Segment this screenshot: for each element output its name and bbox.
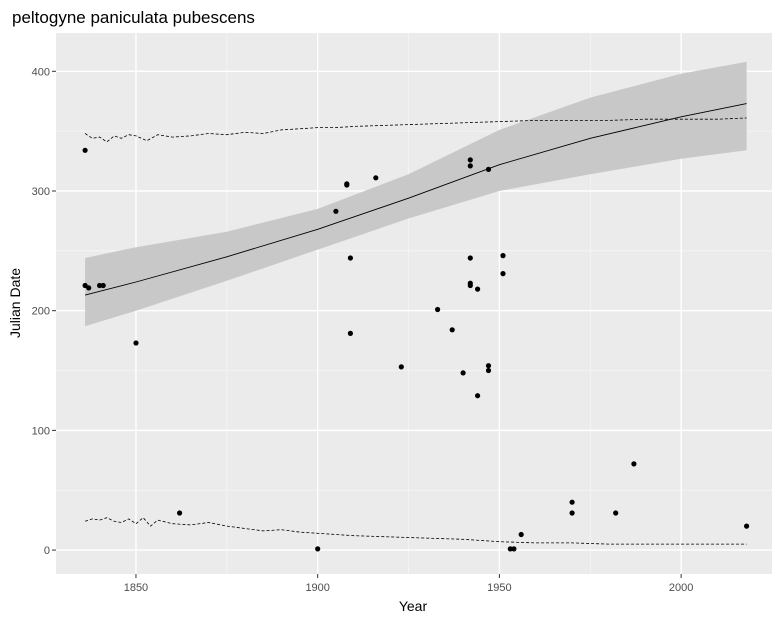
- chart-title: peltogyne paniculata pubescens: [12, 8, 255, 27]
- data-point: [344, 182, 350, 188]
- data-point: [500, 253, 506, 259]
- data-point: [467, 255, 473, 261]
- data-point: [467, 282, 473, 289]
- x-axis-title: Year: [399, 598, 428, 614]
- data-point: [333, 208, 339, 214]
- data-point: [475, 393, 481, 399]
- data-point: [398, 364, 404, 370]
- y-axis-title: Julian Date: [7, 268, 23, 338]
- data-point: [97, 282, 103, 289]
- data-point: [373, 175, 379, 181]
- data-point: [485, 367, 492, 374]
- data-point: [507, 546, 513, 552]
- y-tick-label: 300: [32, 186, 50, 198]
- data-point: [347, 255, 353, 261]
- data-point: [449, 327, 455, 333]
- data-point: [467, 157, 473, 163]
- y-tick-label: 100: [32, 425, 50, 437]
- trend-line: [84, 103, 747, 296]
- data-point: [500, 271, 506, 277]
- data-point: [460, 370, 466, 376]
- data-point: [631, 461, 637, 467]
- data-point: [518, 531, 524, 538]
- lower-dashed-line: [84, 517, 747, 545]
- x-tick-label: 1950: [487, 582, 511, 594]
- data-point: [485, 166, 492, 172]
- data-point: [347, 330, 353, 336]
- data-point: [475, 286, 481, 292]
- y-tick-label: 400: [32, 66, 50, 78]
- x-tick-label: 2000: [669, 582, 693, 594]
- confidence-band: [85, 61, 747, 327]
- data-point: [82, 147, 88, 153]
- data-point: [86, 285, 92, 291]
- data-point: [613, 510, 619, 516]
- x-tick-label: 1850: [124, 582, 148, 594]
- data-point: [177, 510, 183, 516]
- data-point: [569, 510, 575, 516]
- data-point: [485, 363, 492, 369]
- data-point: [100, 282, 106, 289]
- y-tick-label: 0: [44, 545, 50, 557]
- data-point: [511, 546, 517, 552]
- y-tick-label: 200: [32, 306, 50, 318]
- data-point: [315, 546, 321, 552]
- x-axis-ticks: 1850 1900 1950 2000: [124, 574, 693, 594]
- data-point: [569, 499, 575, 505]
- upper-dashed-line: [84, 117, 747, 143]
- data-point: [435, 306, 441, 313]
- data-points: [82, 147, 750, 552]
- data-point: [744, 523, 750, 529]
- x-tick-label: 1900: [305, 582, 329, 594]
- data-point: [133, 340, 139, 346]
- y-axis-ticks: 0 100 200 300 400: [32, 66, 56, 557]
- data-point: [467, 163, 473, 169]
